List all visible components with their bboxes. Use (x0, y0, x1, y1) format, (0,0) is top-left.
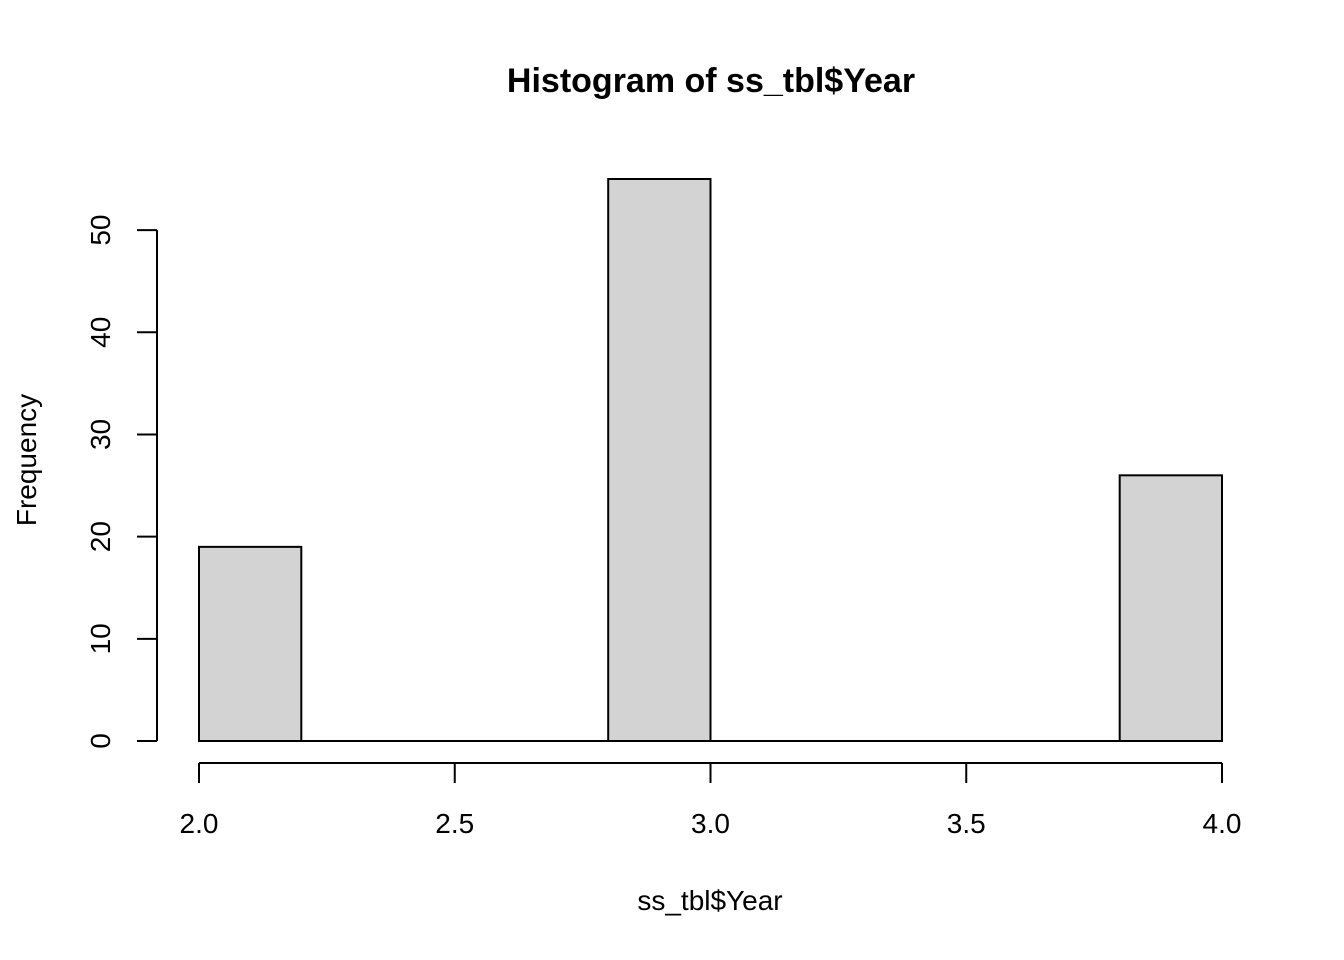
y-axis-label: Frequency (11, 394, 42, 526)
x-tick-label: 2.0 (180, 808, 219, 839)
y-tick-label: 10 (85, 623, 116, 654)
y-axis: 0 10 20 30 40 50 (85, 215, 158, 749)
histogram-bar (1118, 474, 1223, 742)
x-axis: 2.0 2.5 3.0 3.5 4.0 (180, 762, 1242, 839)
chart-title: Histogram of ss_tbl$Year (507, 62, 915, 100)
y-tick-label: 30 (85, 419, 116, 450)
x-tick-label: 3.0 (691, 808, 730, 839)
bars-group (198, 178, 1223, 743)
y-tick-label: 0 (85, 733, 116, 749)
x-tick-label: 2.5 (435, 808, 474, 839)
x-axis-label: ss_tbl$Year (637, 885, 782, 916)
y-tick-label: 50 (85, 215, 116, 246)
x-tick-label: 3.5 (947, 808, 986, 839)
y-tick-label: 20 (85, 521, 116, 552)
x-tick-label: 4.0 (1203, 808, 1242, 839)
y-tick-label: 40 (85, 317, 116, 348)
histogram-bar (607, 178, 712, 742)
histogram-bar (198, 545, 303, 743)
